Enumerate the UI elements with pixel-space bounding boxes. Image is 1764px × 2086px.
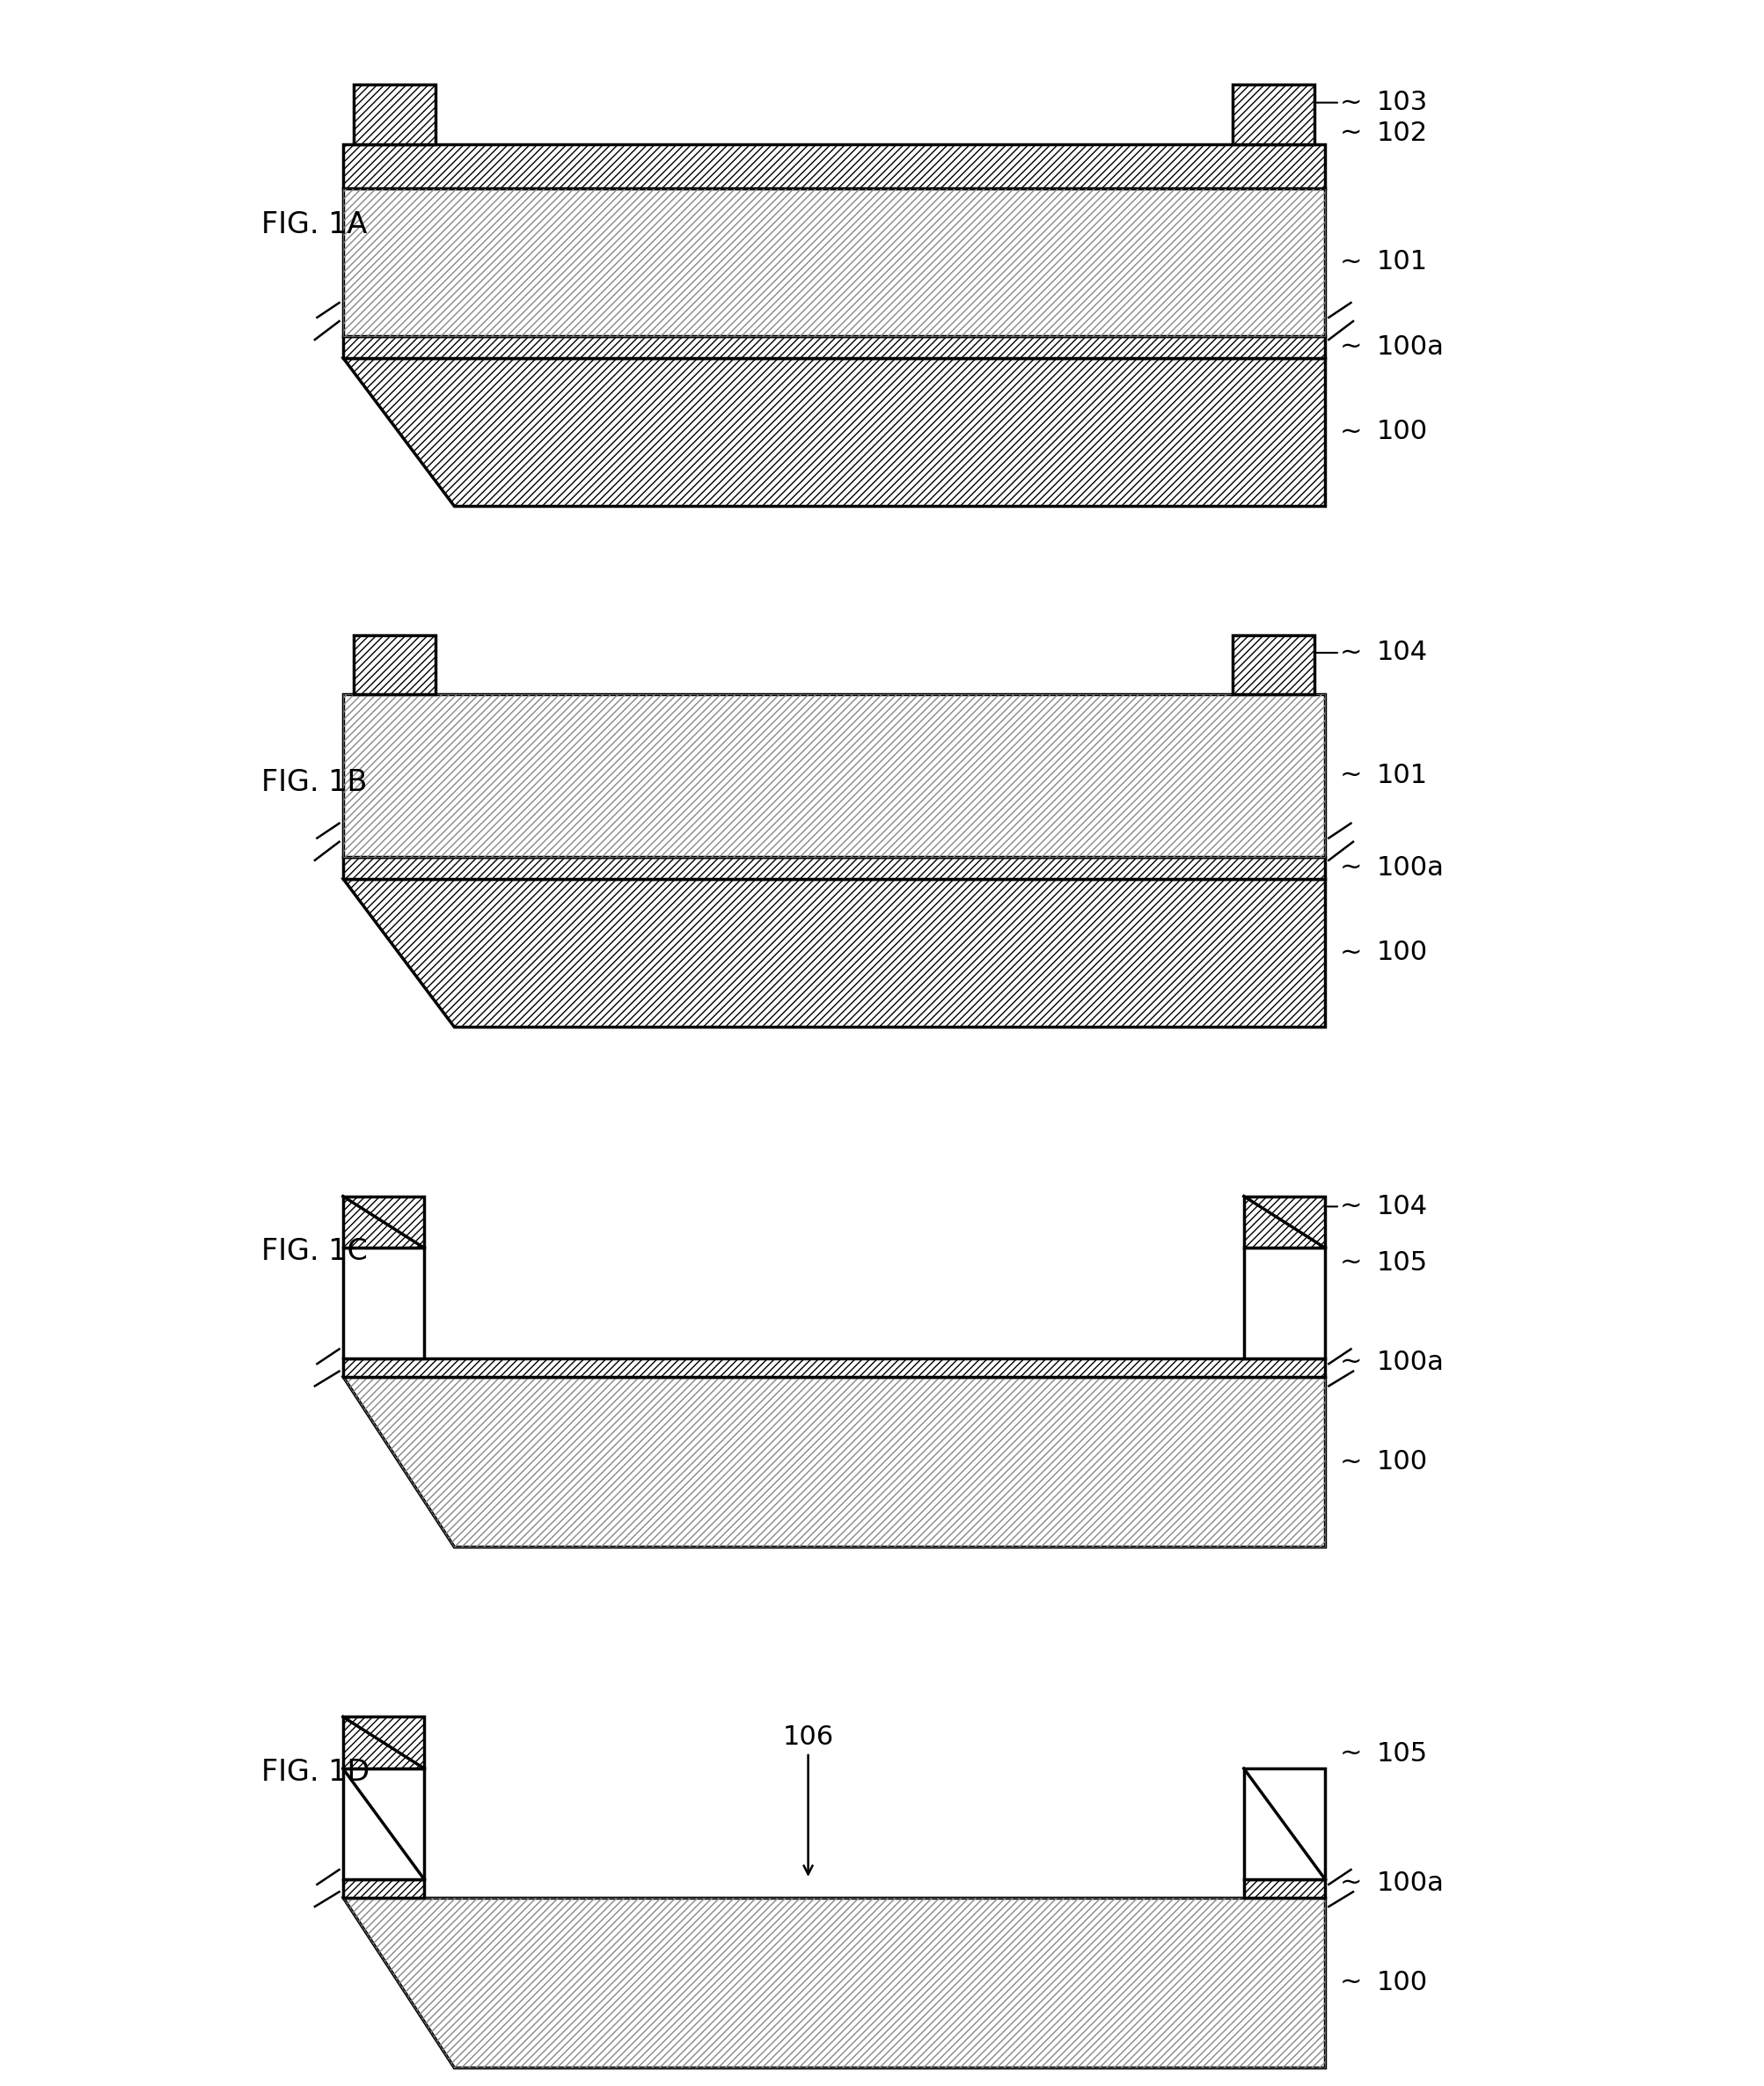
Polygon shape [342,1717,423,1769]
Text: ~: ~ [1339,763,1362,789]
Text: 100a: 100a [1376,1871,1445,1896]
Text: FIG. 1A: FIG. 1A [261,211,367,240]
Polygon shape [1244,1247,1325,1358]
Text: 106: 106 [783,1725,834,1875]
Text: ~: ~ [1339,1450,1362,1475]
Polygon shape [1244,1769,1325,1879]
Text: 100a: 100a [1376,855,1445,880]
Polygon shape [342,695,1325,857]
Text: 104: 104 [1376,640,1427,665]
Polygon shape [342,1247,423,1358]
Polygon shape [342,336,1325,359]
Text: FIG. 1D: FIG. 1D [261,1758,370,1788]
Polygon shape [342,1195,423,1247]
Text: 101: 101 [1376,250,1427,275]
Text: 100a: 100a [1376,334,1445,359]
Text: ~: ~ [1339,250,1362,275]
Polygon shape [342,1358,1325,1377]
Polygon shape [1233,634,1314,695]
Text: ~: ~ [1339,1350,1362,1375]
Text: ~: ~ [1339,90,1362,115]
Text: 100: 100 [1376,1969,1427,1996]
Polygon shape [342,144,1325,188]
Polygon shape [342,878,1325,1026]
Text: ~: ~ [1339,1871,1362,1896]
Text: 101: 101 [1376,763,1427,789]
Polygon shape [342,857,1325,878]
Text: 100a: 100a [1376,1350,1445,1375]
Text: 102: 102 [1376,121,1427,146]
Polygon shape [342,188,1325,336]
Polygon shape [342,1377,1325,1548]
Text: ~: ~ [1339,1193,1362,1220]
Polygon shape [342,1879,423,1898]
Text: ~: ~ [1339,121,1362,146]
Text: ~: ~ [1339,1742,1362,1767]
Text: 100: 100 [1376,1450,1427,1475]
Text: ~: ~ [1339,1969,1362,1996]
Text: FIG. 1B: FIG. 1B [261,768,367,797]
Text: 105: 105 [1376,1742,1427,1767]
Polygon shape [342,1898,1325,2067]
Polygon shape [342,1769,423,1879]
Text: 100: 100 [1376,419,1427,444]
Polygon shape [1244,1195,1325,1247]
Text: ~: ~ [1339,640,1362,665]
Text: 104: 104 [1376,1193,1427,1220]
Text: ~: ~ [1339,419,1362,444]
Text: 100: 100 [1376,941,1427,966]
Text: 105: 105 [1376,1250,1427,1275]
Text: ~: ~ [1339,334,1362,359]
Text: ~: ~ [1339,855,1362,880]
Polygon shape [342,359,1325,505]
Text: ~: ~ [1339,1250,1362,1275]
Polygon shape [355,634,436,695]
Text: FIG. 1C: FIG. 1C [261,1237,369,1266]
Text: 103: 103 [1376,90,1429,115]
Polygon shape [1244,1879,1325,1898]
Text: ~: ~ [1339,941,1362,966]
Polygon shape [355,86,436,144]
Polygon shape [1233,86,1314,144]
